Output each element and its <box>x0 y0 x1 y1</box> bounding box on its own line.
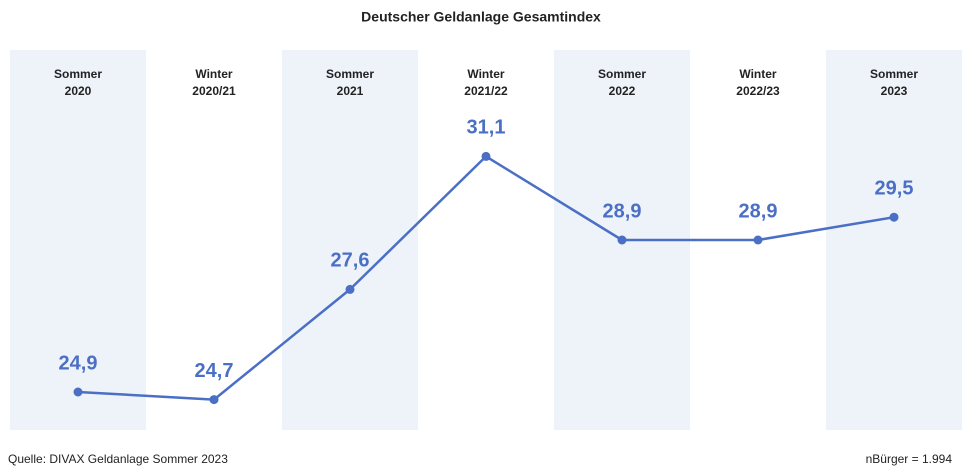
point <box>889 212 899 222</box>
x-tick-label: Winter 2020/21 <box>192 67 236 98</box>
column-band <box>282 50 418 430</box>
point <box>481 151 491 161</box>
x-tick-label: Sommer 2020 <box>54 67 102 98</box>
column-band <box>10 50 146 430</box>
point <box>753 235 763 245</box>
column-band <box>826 50 962 430</box>
point <box>345 284 355 294</box>
data-label: 28,9 <box>739 200 778 222</box>
data-label: 24,7 <box>195 360 234 382</box>
point <box>617 235 627 245</box>
x-tick-label: Sommer 2023 <box>870 67 918 98</box>
x-tick-label: Winter 2021/22 <box>464 67 508 98</box>
data-label: 24,9 <box>59 352 98 374</box>
note: nBürger = 1.994 <box>866 452 953 466</box>
point <box>73 387 83 397</box>
x-tick-label: Winter 2022/23 <box>736 67 780 98</box>
source: Quelle: DIVAX Geldanlage Sommer 2023 <box>8 452 228 466</box>
data-label: 27,6 <box>331 250 370 272</box>
x-tick-label: Sommer 2022 <box>598 67 646 98</box>
data-label: 31,1 <box>467 117 506 139</box>
point <box>209 395 219 405</box>
data-label: 29,5 <box>875 177 914 199</box>
x-tick-label: Sommer 2021 <box>326 67 374 98</box>
data-label: 28,9 <box>603 200 642 222</box>
chart-title: Deutscher Geldanlage Gesamtindex <box>361 9 601 25</box>
